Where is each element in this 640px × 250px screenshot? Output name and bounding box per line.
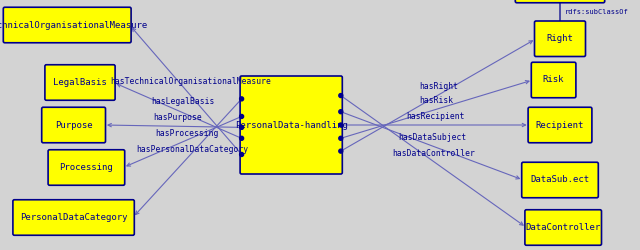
Circle shape (339, 149, 343, 153)
Text: Processing: Processing (60, 163, 113, 172)
Text: PersonalData-handling: PersonalData-handling (235, 120, 348, 130)
Text: hasDataSubject: hasDataSubject (398, 133, 466, 142)
Circle shape (239, 126, 244, 130)
Text: Right: Right (547, 34, 573, 43)
FancyBboxPatch shape (13, 200, 134, 235)
Circle shape (239, 136, 244, 140)
Text: hasLegalBasis: hasLegalBasis (151, 98, 214, 106)
Text: hasDataController: hasDataController (392, 148, 475, 158)
Text: Risk: Risk (543, 76, 564, 84)
FancyBboxPatch shape (528, 107, 592, 143)
FancyBboxPatch shape (525, 210, 602, 245)
FancyBboxPatch shape (534, 21, 586, 57)
FancyBboxPatch shape (522, 162, 598, 198)
Circle shape (339, 110, 343, 114)
Text: DataSub.ect: DataSub.ect (531, 176, 589, 184)
Text: rdfs:subClassOf: rdfs:subClassOf (565, 9, 628, 15)
Text: Recipient: Recipient (536, 120, 584, 130)
Circle shape (239, 97, 244, 101)
Circle shape (339, 94, 343, 98)
Text: hasPurpose: hasPurpose (154, 113, 202, 122)
Text: hasRisk: hasRisk (420, 96, 454, 105)
FancyBboxPatch shape (515, 0, 605, 3)
Circle shape (339, 123, 343, 127)
Circle shape (239, 152, 244, 156)
Text: hasRecipient: hasRecipient (406, 112, 465, 121)
Text: TechnicalOrganisationalMeasure: TechnicalOrganisationalMeasure (0, 20, 148, 30)
FancyBboxPatch shape (240, 76, 342, 174)
Text: hasProcessing: hasProcessing (156, 129, 219, 138)
Circle shape (339, 136, 343, 140)
FancyBboxPatch shape (48, 150, 125, 185)
Text: hasTechnicalOrganisationalMeasure: hasTechnicalOrganisationalMeasure (110, 77, 271, 86)
Text: hasRight: hasRight (419, 82, 458, 91)
Text: hasPersonalDataCategory: hasPersonalDataCategory (136, 145, 248, 154)
Text: LegalBasis: LegalBasis (53, 78, 107, 87)
FancyBboxPatch shape (531, 62, 576, 98)
FancyBboxPatch shape (45, 65, 115, 100)
FancyBboxPatch shape (42, 107, 106, 143)
FancyBboxPatch shape (3, 7, 131, 43)
Text: PersonalDataCategory: PersonalDataCategory (20, 213, 127, 222)
Text: Purpose: Purpose (55, 120, 92, 130)
Text: DataController: DataController (525, 223, 601, 232)
Circle shape (239, 114, 244, 118)
